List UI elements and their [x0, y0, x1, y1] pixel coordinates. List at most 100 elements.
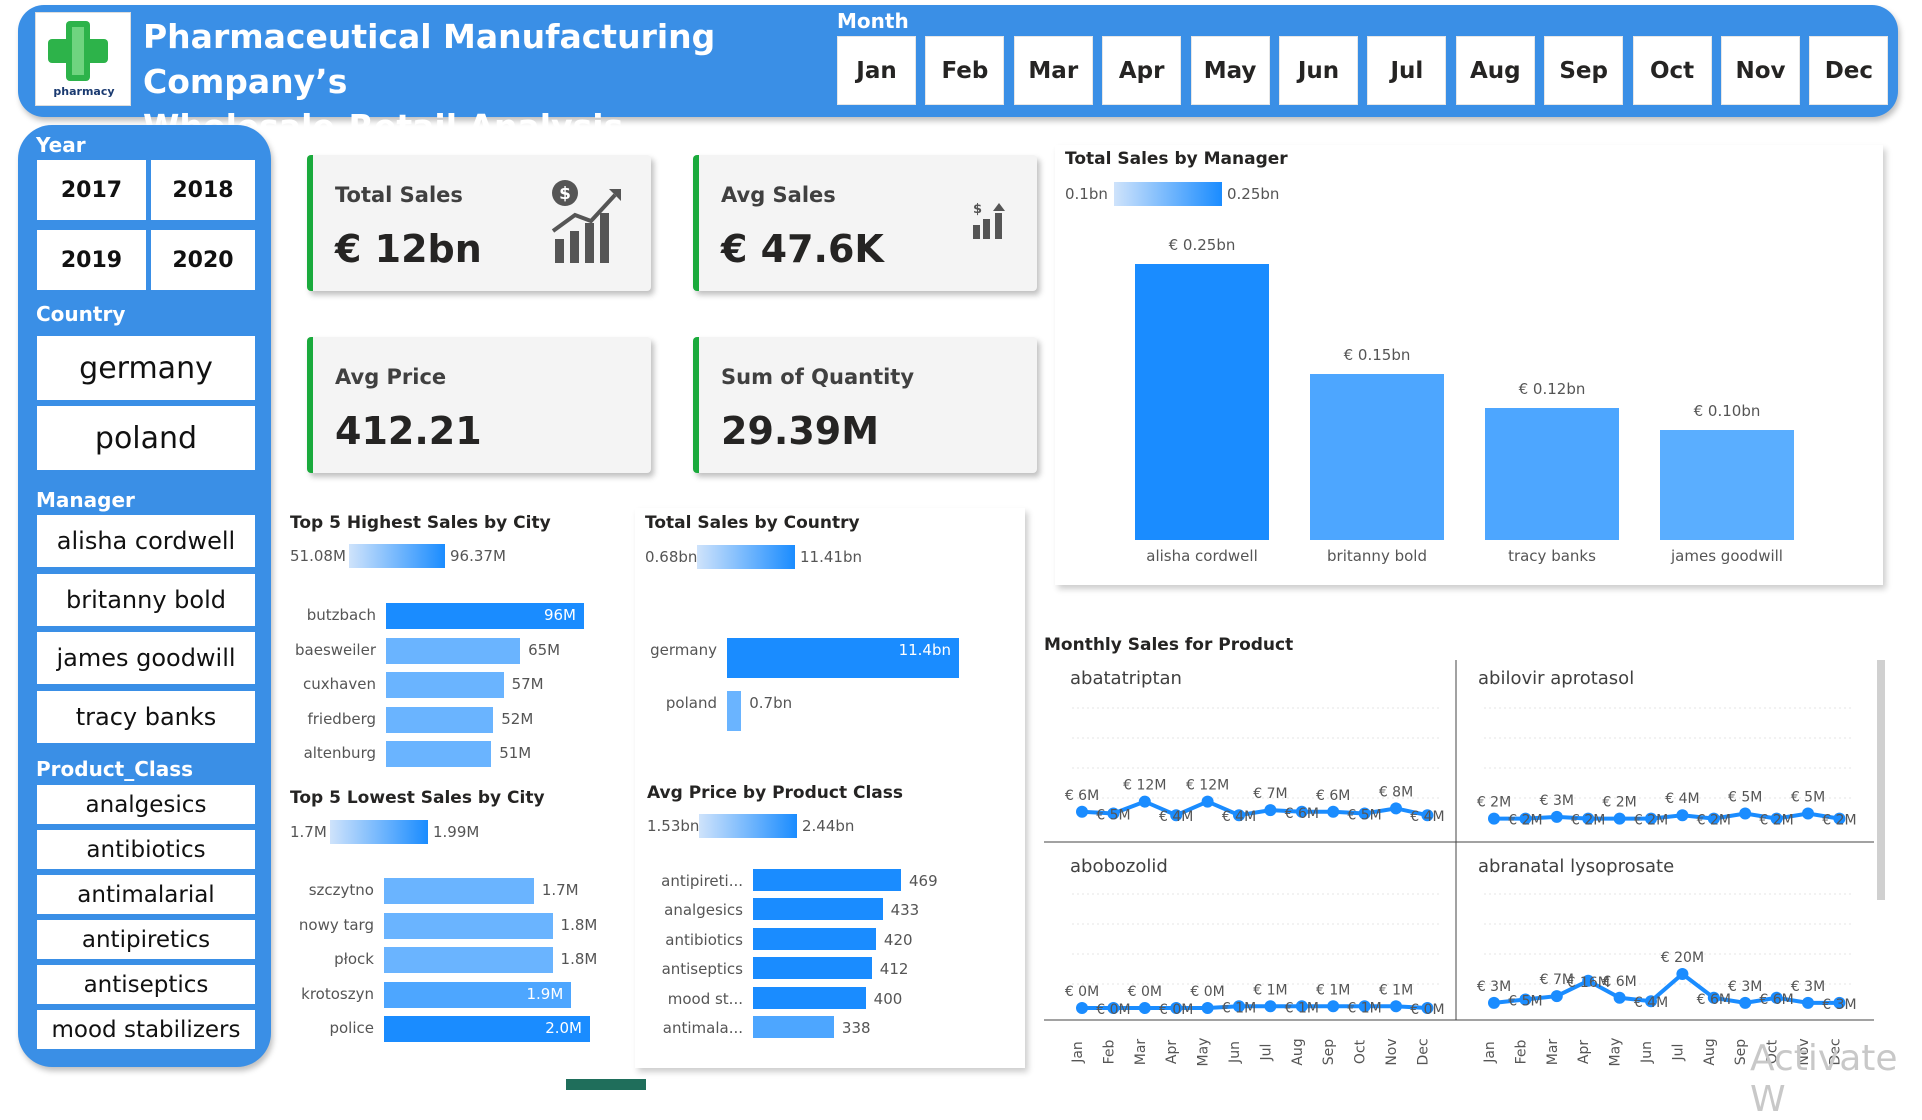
month-oct-button[interactable]: Oct: [1632, 36, 1712, 105]
data-point[interactable]: [1582, 974, 1595, 987]
top5-low-bar[interactable]: [384, 981, 572, 1008]
manager-bar[interactable]: [1310, 374, 1444, 540]
top5-high-bar[interactable]: [386, 603, 584, 629]
data-point[interactable]: [1264, 1000, 1277, 1013]
class-antibiotics-button[interactable]: antibiotics: [37, 830, 255, 869]
top5-high-bar[interactable]: [386, 637, 521, 664]
data-point[interactable]: [1107, 807, 1120, 820]
manager-bar[interactable]: [1485, 407, 1619, 540]
country-poland-button[interactable]: poland: [37, 406, 255, 470]
country-bar[interactable]: [727, 691, 742, 731]
manager-bar[interactable]: [1135, 264, 1269, 540]
manager-tracy-button[interactable]: tracy banks: [37, 691, 255, 743]
data-point[interactable]: [1201, 795, 1214, 808]
data-point[interactable]: [1582, 812, 1595, 825]
data-point[interactable]: [1519, 993, 1532, 1006]
data-point[interactable]: [1390, 802, 1402, 815]
data-point[interactable]: [1802, 996, 1814, 1009]
class-antiseptics-button[interactable]: antiseptics: [37, 965, 255, 1004]
class-antipiretics-button[interactable]: antipiretics: [37, 920, 255, 959]
avg-price-class-bar[interactable]: [753, 898, 883, 921]
data-point[interactable]: [1770, 991, 1783, 1004]
class-analgesics-button[interactable]: analgesics: [37, 785, 255, 824]
top5-low-bar[interactable]: [384, 1016, 590, 1043]
data-point[interactable]: [1613, 812, 1626, 825]
data-point[interactable]: [1645, 812, 1657, 825]
data-point[interactable]: [1613, 991, 1626, 1004]
data-point[interactable]: [1327, 805, 1340, 818]
manager-britanny-button[interactable]: britanny bold: [37, 574, 255, 626]
data-point[interactable]: [1107, 1002, 1120, 1014]
data-point[interactable]: [1295, 805, 1308, 818]
page-tab-active[interactable]: [566, 1079, 646, 1090]
data-point[interactable]: [1802, 807, 1814, 820]
avg-price-class-bar[interactable]: [753, 986, 866, 1009]
top5-high-bar[interactable]: [386, 706, 494, 733]
data-point[interactable]: [1421, 1002, 1434, 1014]
avg-price-class-bar[interactable]: [753, 957, 872, 980]
avg-price-class-bar[interactable]: [753, 869, 901, 891]
data-point[interactable]: [1327, 1000, 1340, 1013]
year-2018-button[interactable]: 2018: [151, 160, 255, 220]
data-point[interactable]: [1358, 807, 1371, 820]
year-2019-button[interactable]: 2019: [37, 230, 146, 290]
data-point[interactable]: [1707, 812, 1720, 825]
year-2017-button[interactable]: 2017: [37, 160, 146, 220]
data-point[interactable]: [1390, 1000, 1402, 1013]
vertical-scrollbar[interactable]: [1877, 660, 1885, 900]
data-point[interactable]: [1170, 1002, 1183, 1014]
manager-alisha-button[interactable]: alisha cordwell: [37, 515, 255, 567]
data-point[interactable]: [1488, 996, 1500, 1009]
year-2020-button[interactable]: 2020: [151, 230, 255, 290]
top5-high-bar[interactable]: [386, 741, 492, 768]
data-point[interactable]: [1488, 812, 1500, 825]
month-mar-button[interactable]: Mar: [1013, 36, 1093, 105]
data-point[interactable]: [1645, 995, 1657, 1008]
data-point[interactable]: [1739, 996, 1752, 1009]
country-germany-button[interactable]: germany: [37, 336, 255, 400]
month-sep-button[interactable]: Sep: [1544, 36, 1624, 105]
data-point[interactable]: [1138, 1002, 1151, 1014]
data-point[interactable]: [1707, 991, 1720, 1004]
data-point[interactable]: [1833, 996, 1846, 1009]
data-point[interactable]: [1264, 804, 1277, 817]
top5-low-bar[interactable]: [384, 947, 553, 974]
top5-high-bar[interactable]: [386, 672, 504, 699]
month-nov-button[interactable]: Nov: [1721, 36, 1800, 105]
data-point[interactable]: [1550, 990, 1563, 1003]
month-aug-button[interactable]: Aug: [1455, 36, 1535, 105]
data-point[interactable]: [1233, 1000, 1245, 1013]
data-point[interactable]: [1421, 809, 1434, 822]
data-point[interactable]: [1833, 812, 1846, 825]
month-dec-button[interactable]: Dec: [1809, 36, 1889, 105]
data-point[interactable]: [1676, 968, 1689, 980]
month-jun-button[interactable]: Jun: [1279, 36, 1358, 105]
class-mood-stabilizers-button[interactable]: mood stabilizers: [37, 1010, 255, 1049]
avg-price-class-bar[interactable]: [753, 1016, 834, 1038]
data-point[interactable]: [1295, 1000, 1308, 1013]
manager-bar[interactable]: [1660, 429, 1794, 540]
top5-low-bar[interactable]: [384, 912, 553, 939]
month-jan-button[interactable]: Jan: [837, 36, 916, 105]
country-bar[interactable]: [727, 638, 959, 678]
month-jul-button[interactable]: Jul: [1367, 36, 1447, 105]
data-point[interactable]: [1550, 810, 1563, 823]
data-point[interactable]: [1233, 809, 1245, 822]
data-point[interactable]: [1076, 1002, 1088, 1014]
data-point[interactable]: [1770, 812, 1783, 825]
data-point[interactable]: [1076, 805, 1088, 818]
month-may-button[interactable]: May: [1190, 36, 1270, 105]
data-point[interactable]: [1676, 809, 1689, 822]
data-point[interactable]: [1739, 807, 1752, 820]
month-feb-button[interactable]: Feb: [925, 36, 1005, 105]
top5-low-bar[interactable]: [384, 878, 534, 904]
month-apr-button[interactable]: Apr: [1102, 36, 1182, 105]
data-point[interactable]: [1358, 1000, 1371, 1013]
avg-price-class-bar[interactable]: [753, 927, 876, 950]
data-point[interactable]: [1201, 1002, 1214, 1014]
class-antimalarial-button[interactable]: antimalarial: [37, 875, 255, 914]
manager-james-button[interactable]: james goodwill: [37, 632, 255, 684]
data-point[interactable]: [1170, 809, 1183, 822]
data-point[interactable]: [1138, 795, 1151, 808]
data-point[interactable]: [1519, 812, 1532, 825]
